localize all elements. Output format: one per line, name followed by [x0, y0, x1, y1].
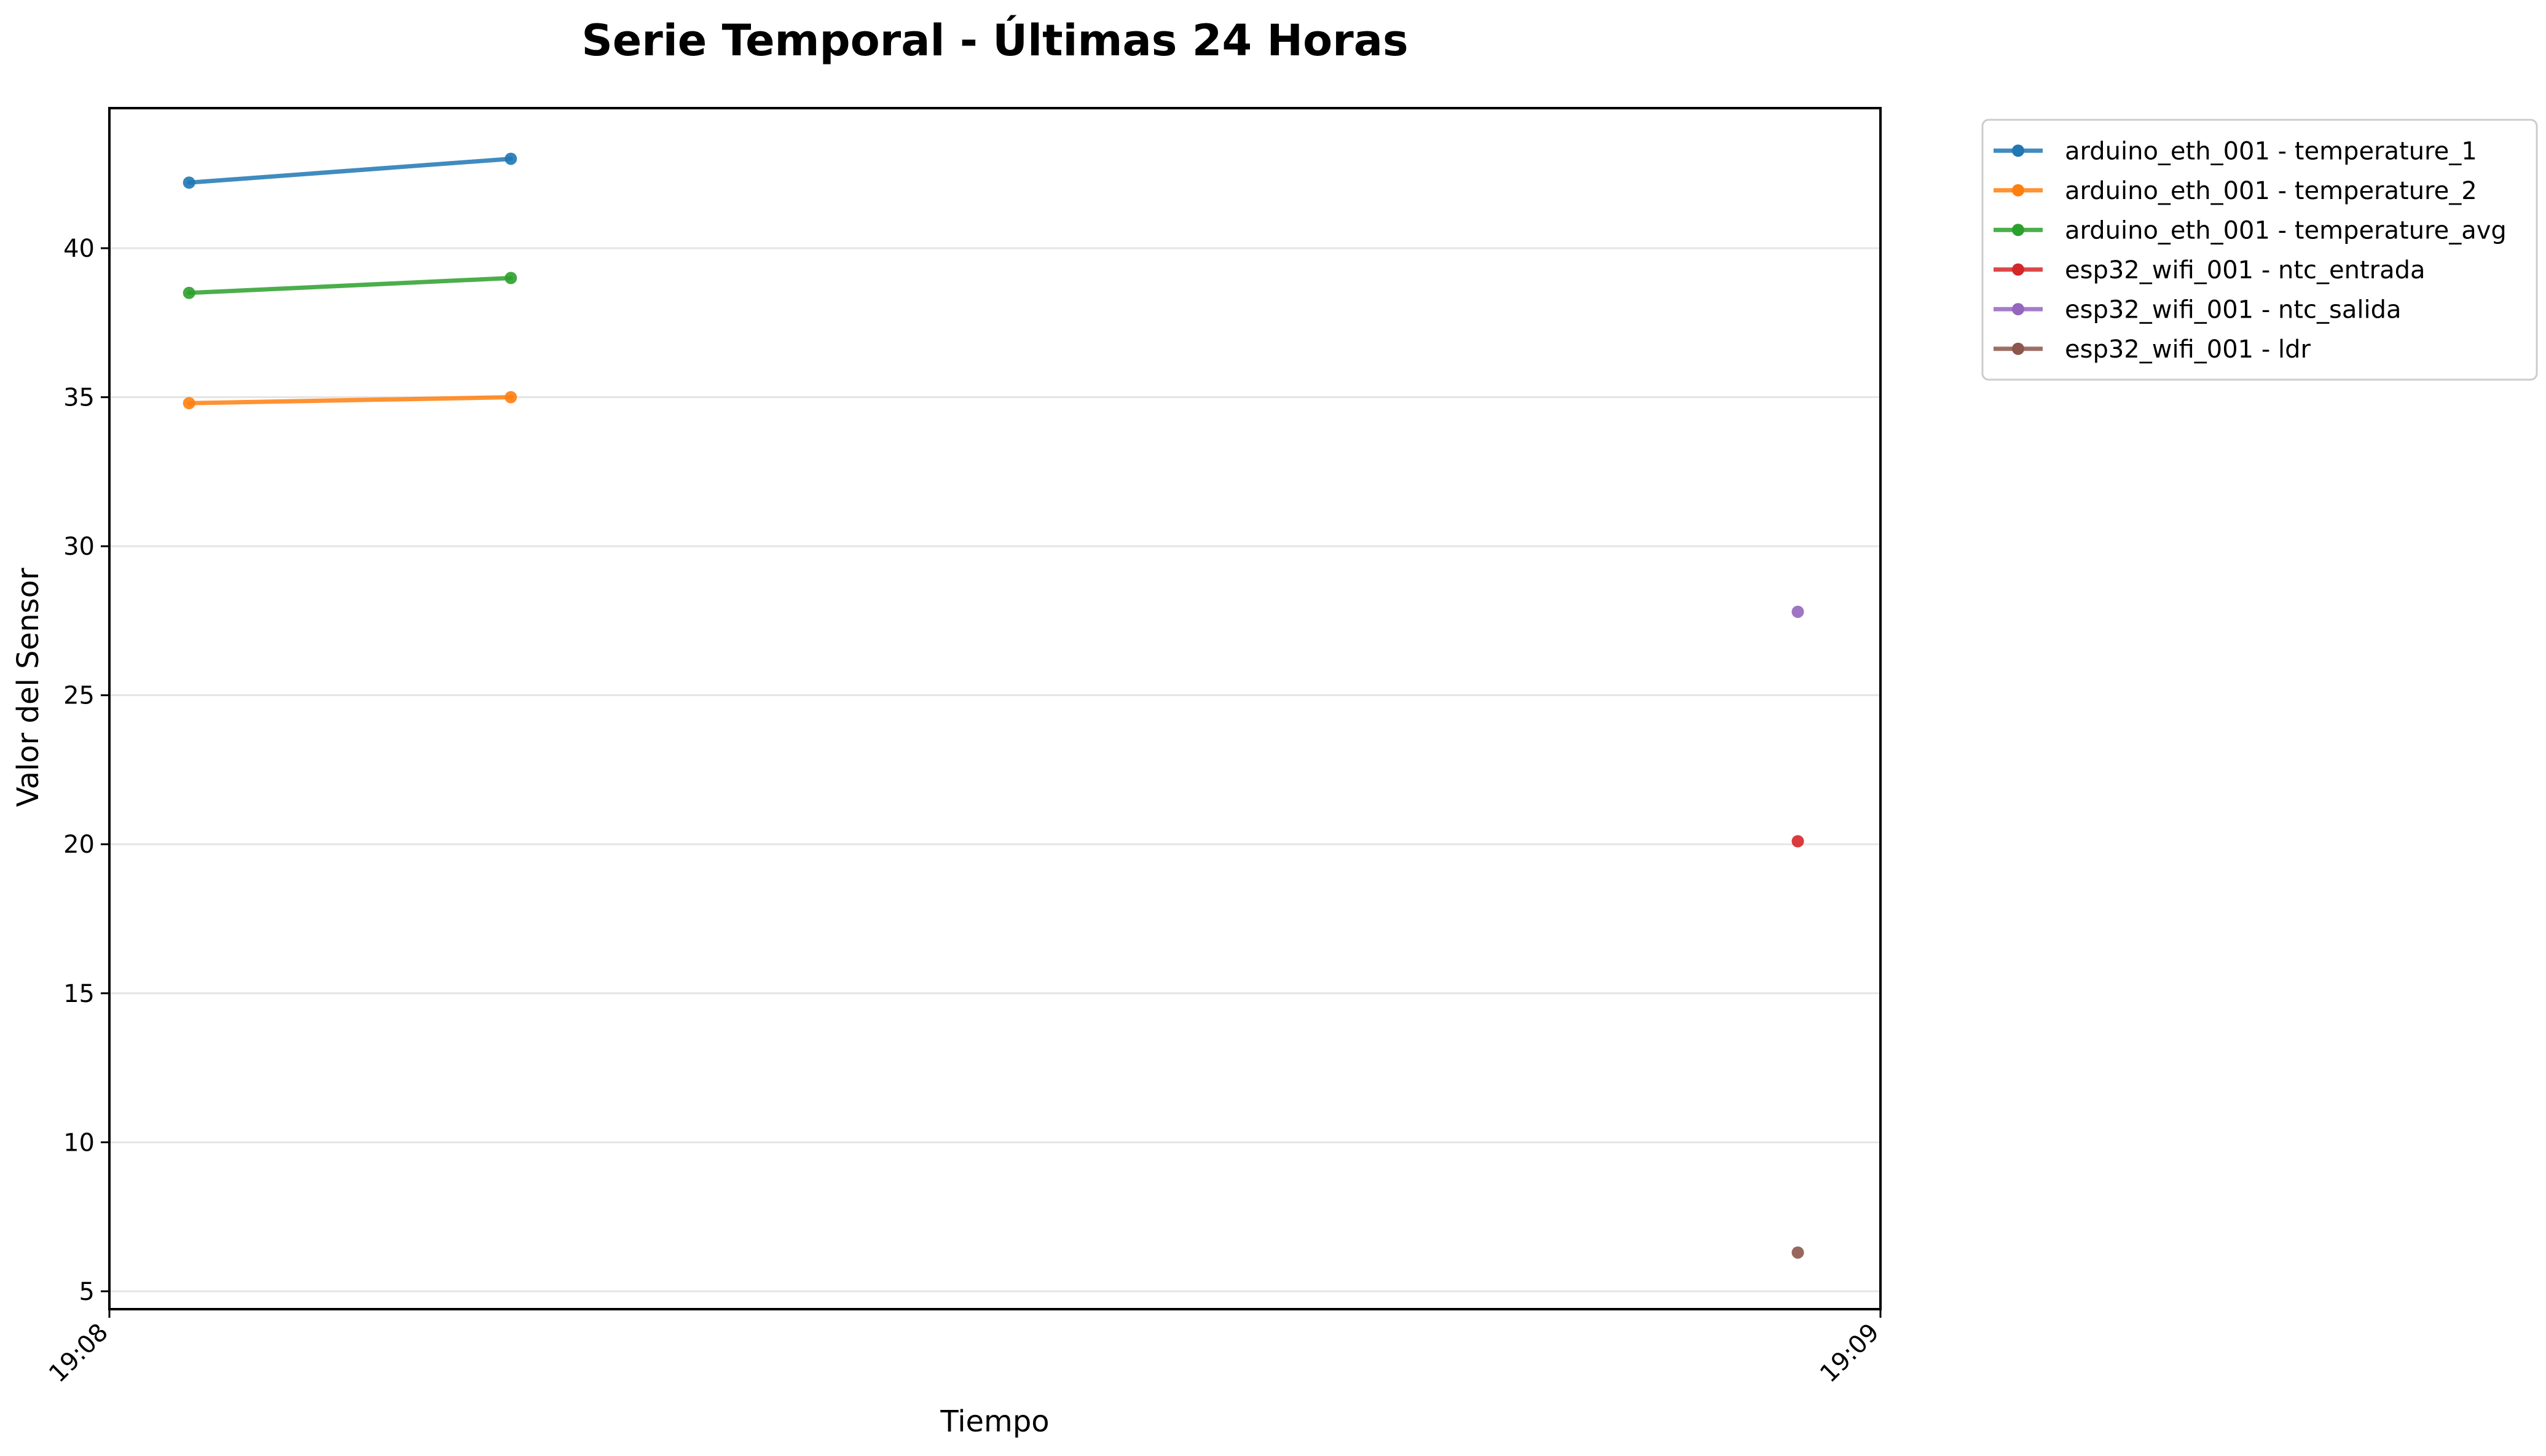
legend-marker	[2012, 184, 2024, 197]
data-point	[183, 397, 195, 410]
series	[1791, 1246, 1804, 1259]
data-point	[183, 176, 195, 189]
legend-marker	[2012, 303, 2024, 316]
series-line	[187, 395, 513, 405]
y-tick-label: 40	[63, 235, 95, 263]
data-point	[505, 391, 517, 404]
y-tick-label: 30	[63, 533, 95, 561]
data-point	[1791, 835, 1804, 848]
plot-frame	[108, 107, 1882, 1310]
legend-label: arduino_eth_001 - temperature_2	[2065, 177, 2477, 205]
series-layer	[183, 152, 1804, 1259]
y-tick-label: 35	[63, 384, 95, 412]
chart-title: Serie Temporal - Últimas 24 Horas	[581, 15, 1408, 66]
data-point	[505, 152, 517, 165]
series	[1791, 835, 1804, 848]
data-point	[1791, 605, 1804, 618]
series	[183, 152, 517, 189]
legend-label: arduino_eth_001 - temperature_avg	[2065, 216, 2507, 245]
y-tick-label: 15	[63, 980, 95, 1008]
x-axis-label: Tiempo	[940, 1404, 1049, 1439]
y-axis-label: Valor del Sensor	[11, 568, 45, 807]
legend-label: arduino_eth_001 - temperature_1	[2065, 137, 2477, 165]
y-tick-label: 20	[63, 831, 95, 859]
y-tick-label: 5	[79, 1278, 95, 1306]
legend-label: esp32_wifi_001 - ldr	[2065, 335, 2311, 364]
series-line	[187, 276, 513, 296]
legend-label: esp32_wifi_001 - ntc_salida	[2065, 296, 2401, 324]
legend: arduino_eth_001 - temperature_1 arduino_e…	[1981, 119, 2538, 381]
legend-item: arduino_eth_001 - temperature_1	[1994, 137, 2477, 165]
y-tick-label: 10	[63, 1129, 95, 1157]
legend-item: esp32_wifi_001 - ntc_entrada	[1994, 256, 2426, 284]
legend-marker	[2012, 263, 2024, 276]
series	[183, 391, 517, 410]
series	[183, 272, 517, 299]
series	[1791, 605, 1804, 618]
legend-marker	[2012, 144, 2024, 157]
legend-box	[1981, 119, 2538, 381]
legend-marker	[2012, 224, 2024, 237]
data-point	[1791, 1246, 1804, 1259]
data-point	[183, 286, 195, 299]
legend-label: esp32_wifi_001 - ntc_entrada	[2065, 256, 2426, 284]
legend-item: esp32_wifi_001 - ldr	[1994, 335, 2311, 364]
legend-item: arduino_eth_001 - temperature_2	[1994, 177, 2477, 205]
y-tick-label: 25	[63, 682, 95, 710]
legend-marker	[2012, 342, 2024, 355]
legend-item: esp32_wifi_001 - ntc_salida	[1994, 296, 2401, 324]
series-line	[187, 156, 513, 185]
legend-item: arduino_eth_001 - temperature_avg	[1994, 216, 2507, 245]
grid-layer	[109, 247, 1880, 1293]
data-point	[505, 272, 517, 284]
